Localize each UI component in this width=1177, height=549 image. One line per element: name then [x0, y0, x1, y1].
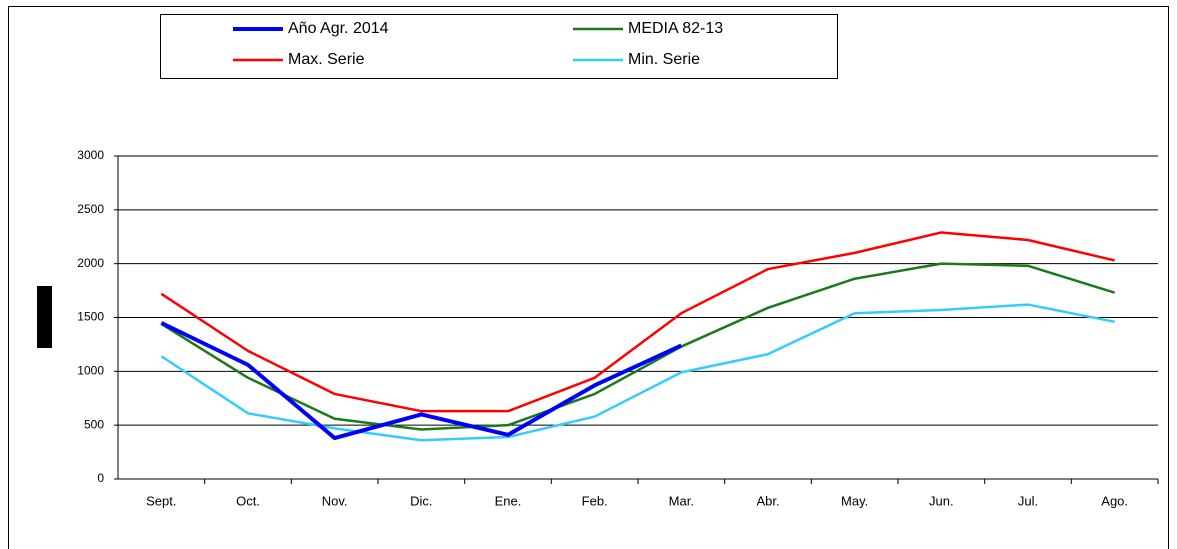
redacted-axis-label: [37, 286, 52, 348]
y-tick-label: 1500: [77, 310, 104, 324]
legend-box: [160, 14, 838, 79]
y-tick-label: 0: [97, 471, 104, 485]
y-tick-label: 500: [84, 417, 104, 431]
x-tick-label: Jul.: [1018, 493, 1038, 508]
legend-label: MEDIA 82-13: [628, 20, 723, 37]
y-tick-label: 2500: [77, 202, 104, 216]
x-tick-label: Nov.: [322, 493, 348, 508]
legend-label: Año Agr. 2014: [288, 20, 389, 37]
y-tick-label: 2000: [77, 256, 104, 270]
x-tick-label: Jun.: [929, 493, 954, 508]
legend-label: Max. Serie: [288, 51, 365, 68]
x-tick-label: Mar.: [669, 493, 694, 508]
x-tick-label: May.: [841, 493, 868, 508]
y-tick-label: 1000: [77, 364, 104, 378]
series-line: [160, 262, 1116, 431]
x-tick-label: Dic.: [410, 493, 432, 508]
legend-label: Min. Serie: [628, 51, 700, 68]
x-tick-label: Abr.: [756, 493, 779, 508]
x-tick-label: Ago.: [1101, 493, 1128, 508]
x-tick-label: Oct.: [236, 493, 260, 508]
x-tick-label: Feb.: [582, 493, 608, 508]
series-line: [160, 231, 1115, 413]
y-tick-label: 3000: [77, 148, 104, 162]
x-tick-label: Sept.: [146, 493, 176, 508]
x-tick-label: Ene.: [495, 493, 522, 508]
chart-frame: [8, 6, 1169, 549]
series-line: [160, 321, 683, 441]
